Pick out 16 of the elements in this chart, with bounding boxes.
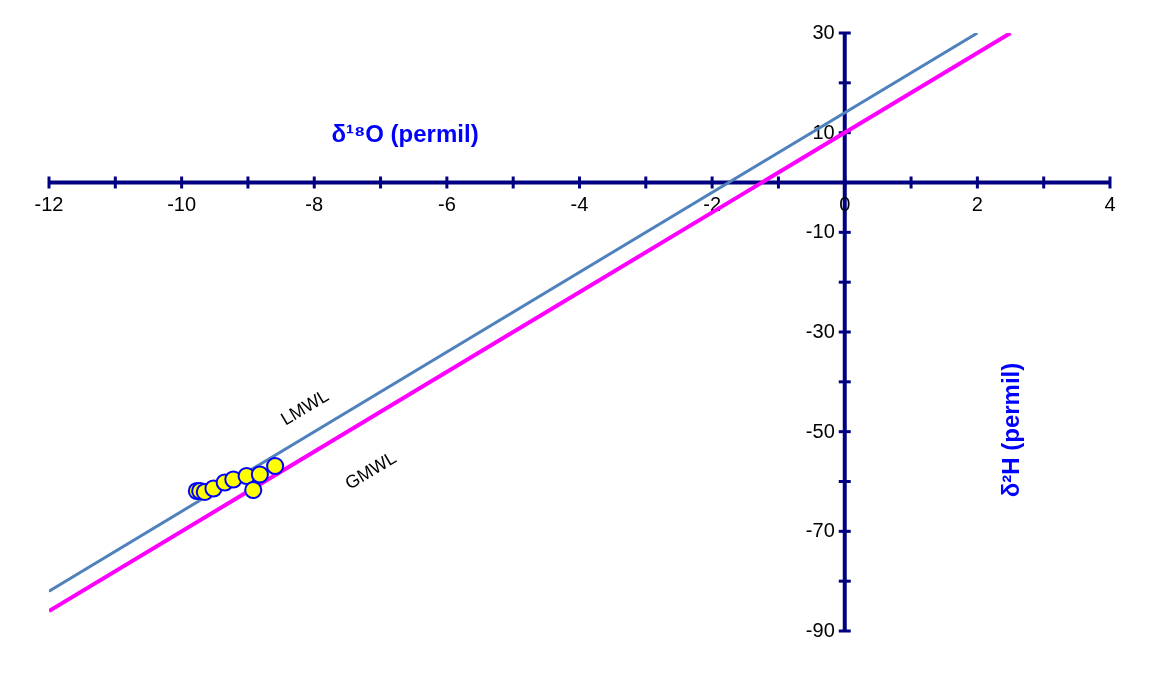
x-tick-label: -10: [167, 192, 197, 215]
y-tick-label: -10: [805, 220, 835, 243]
x-tick-label: -6: [437, 192, 456, 215]
y-tick-label: -70: [805, 519, 835, 542]
x-axis-title: δ¹⁸O (permil): [331, 120, 479, 147]
y-tick-label: 30: [812, 21, 835, 43]
y-tick-label: 10: [812, 120, 835, 143]
y-tick-label: -50: [805, 419, 835, 442]
y-tick-label: -90: [805, 619, 835, 641]
x-tick-label: -12: [34, 192, 64, 215]
y-axis-title: δ²H (permil): [997, 362, 1024, 498]
x-tick-label: 2: [971, 192, 983, 215]
x-tick-label: -4: [570, 192, 589, 215]
y-tick-label: -30: [805, 320, 835, 342]
x-tick-label: 4: [1104, 192, 1116, 215]
x-tick-label: -8: [305, 192, 324, 215]
